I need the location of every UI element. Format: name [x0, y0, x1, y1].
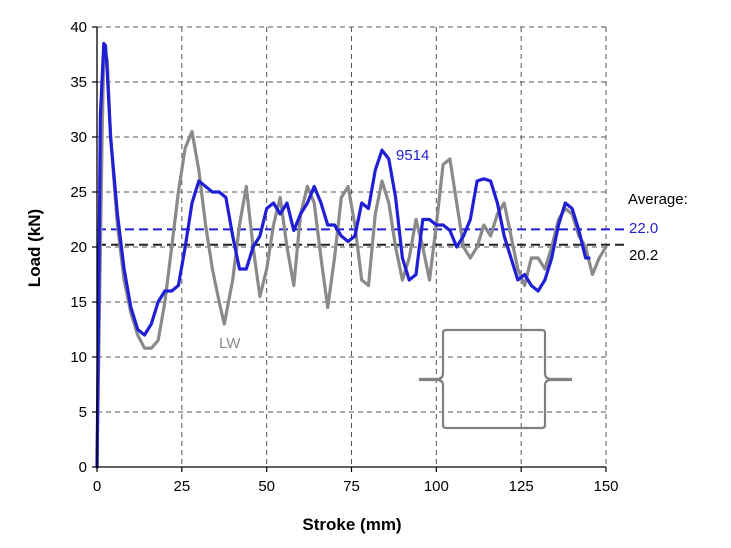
x-tick-labels: 0 25 50 75 100 125 150 — [93, 478, 619, 495]
y-tick-label-7: 35 — [70, 74, 87, 91]
y-tick-label-3: 15 — [70, 294, 87, 311]
series-label-9514: 9514 — [396, 147, 429, 164]
series-line-9514 — [95, 41, 591, 469]
y-tick-label-8: 40 — [70, 19, 87, 36]
cross-section-icon — [419, 328, 572, 430]
x-axis-title: Stroke (mm) — [302, 515, 401, 534]
x-tick-label-0: 0 — [93, 478, 101, 495]
x-tick-label-6: 150 — [593, 478, 618, 495]
y-tick-label-0: 0 — [79, 459, 87, 476]
y-tick-labels: 0 5 10 15 20 25 30 35 40 — [70, 19, 87, 476]
y-tick-label-5: 25 — [70, 184, 87, 201]
average-value-9514: 22.0 — [629, 220, 658, 237]
x-tick-label-5: 125 — [509, 478, 534, 495]
y-tick-label-1: 5 — [79, 404, 87, 421]
y-tick-label-2: 10 — [70, 349, 87, 366]
y-tick-label-4: 20 — [70, 239, 87, 256]
reference-lines — [97, 228, 624, 246]
average-label: Average: — [628, 191, 688, 208]
series-lines — [95, 41, 608, 469]
x-tick-label-2: 50 — [258, 478, 275, 495]
x-tick-label-3: 75 — [343, 478, 360, 495]
grid — [97, 26, 607, 467]
axes — [92, 26, 607, 472]
x-tick-label-1: 25 — [173, 478, 190, 495]
x-tick-label-4: 100 — [424, 478, 449, 495]
y-tick-label-6: 30 — [70, 129, 87, 146]
series-label-lw: LW — [219, 335, 241, 352]
average-value-lw: 20.2 — [629, 247, 658, 264]
y-axis-title: Load (kN) — [25, 209, 44, 287]
